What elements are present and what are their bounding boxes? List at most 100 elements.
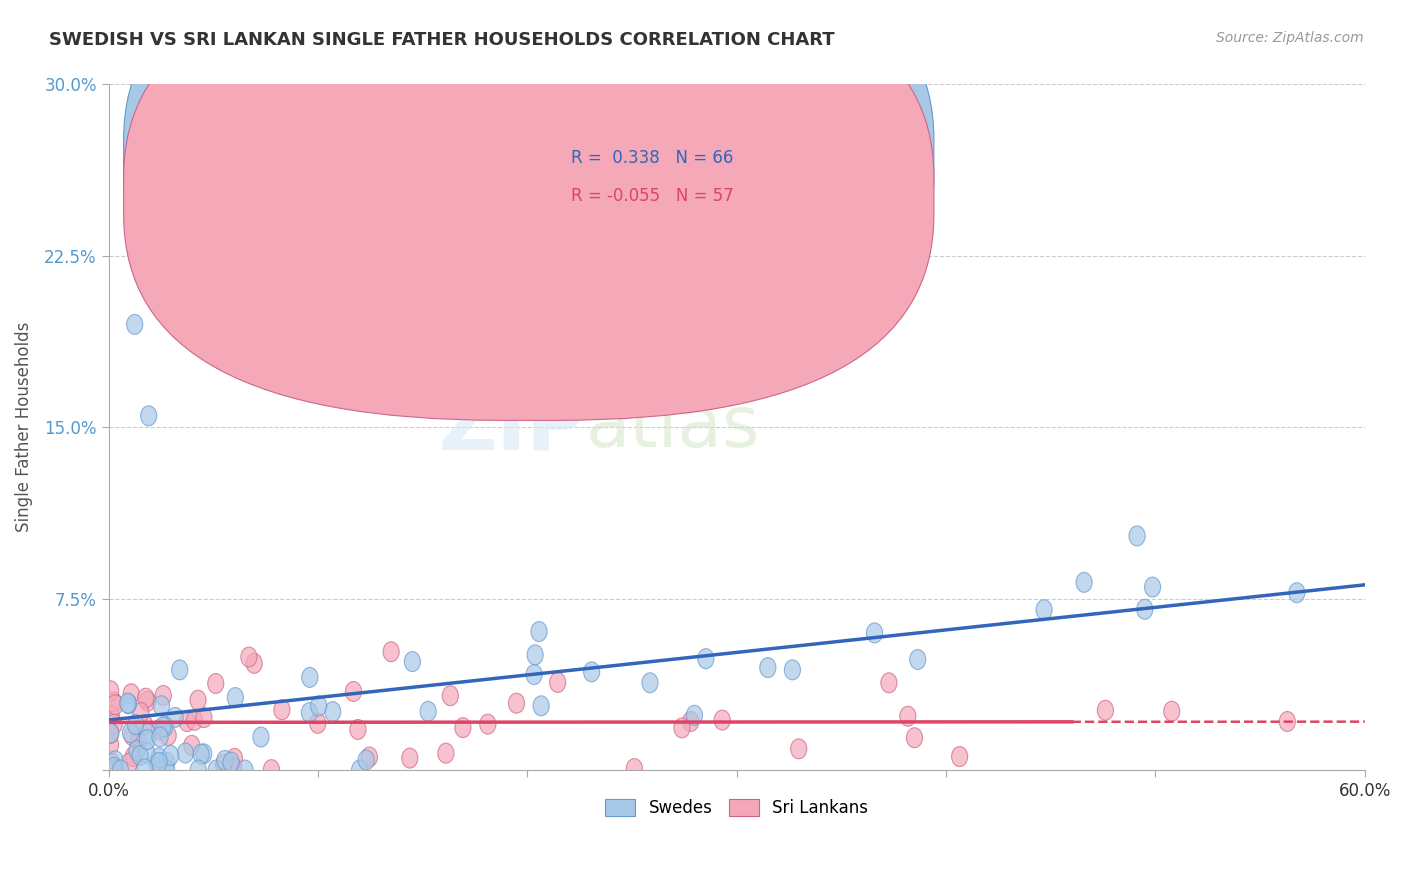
Text: R =  0.338   N = 66: R = 0.338 N = 66 <box>571 150 733 168</box>
Ellipse shape <box>103 706 120 725</box>
Ellipse shape <box>139 743 155 763</box>
Ellipse shape <box>193 744 209 764</box>
Ellipse shape <box>1289 582 1305 603</box>
Ellipse shape <box>208 673 224 693</box>
Ellipse shape <box>215 755 232 775</box>
Ellipse shape <box>302 667 318 688</box>
Ellipse shape <box>226 748 243 768</box>
Ellipse shape <box>163 746 179 765</box>
Ellipse shape <box>456 718 471 738</box>
Ellipse shape <box>139 723 156 744</box>
Ellipse shape <box>697 648 714 669</box>
Ellipse shape <box>405 651 420 672</box>
Ellipse shape <box>643 673 658 693</box>
Ellipse shape <box>626 758 643 779</box>
Ellipse shape <box>105 692 122 712</box>
Ellipse shape <box>352 760 368 780</box>
Ellipse shape <box>420 701 436 722</box>
Ellipse shape <box>138 689 153 708</box>
Ellipse shape <box>157 716 173 737</box>
Ellipse shape <box>136 714 152 734</box>
Ellipse shape <box>124 684 139 704</box>
Ellipse shape <box>166 109 181 128</box>
Ellipse shape <box>402 748 418 768</box>
Ellipse shape <box>527 645 543 665</box>
Ellipse shape <box>121 694 136 714</box>
Ellipse shape <box>149 754 165 773</box>
Ellipse shape <box>240 647 257 667</box>
Ellipse shape <box>253 727 269 747</box>
Ellipse shape <box>132 746 148 765</box>
Ellipse shape <box>129 740 145 760</box>
Ellipse shape <box>124 726 141 746</box>
Text: SWEDISH VS SRI LANKAN SINGLE FATHER HOUSEHOLDS CORRELATION CHART: SWEDISH VS SRI LANKAN SINGLE FATHER HOUS… <box>49 31 835 49</box>
Ellipse shape <box>1136 599 1153 619</box>
Ellipse shape <box>1279 712 1295 731</box>
Ellipse shape <box>907 728 922 747</box>
Ellipse shape <box>900 706 915 726</box>
Ellipse shape <box>155 717 172 737</box>
Ellipse shape <box>150 747 167 768</box>
Ellipse shape <box>910 649 925 670</box>
Ellipse shape <box>112 760 128 780</box>
FancyBboxPatch shape <box>485 146 837 235</box>
Ellipse shape <box>866 623 883 643</box>
Text: Source: ZipAtlas.com: Source: ZipAtlas.com <box>1216 31 1364 45</box>
Ellipse shape <box>179 712 195 731</box>
Ellipse shape <box>107 751 124 771</box>
Ellipse shape <box>382 641 399 662</box>
Ellipse shape <box>550 673 565 692</box>
Ellipse shape <box>131 731 146 751</box>
Ellipse shape <box>1076 573 1092 592</box>
Ellipse shape <box>187 710 202 731</box>
Ellipse shape <box>526 665 543 684</box>
Ellipse shape <box>1036 599 1052 620</box>
Ellipse shape <box>172 660 188 680</box>
Ellipse shape <box>785 660 800 680</box>
Ellipse shape <box>105 714 122 734</box>
Ellipse shape <box>195 744 212 764</box>
Ellipse shape <box>301 703 318 723</box>
Ellipse shape <box>311 696 326 716</box>
Ellipse shape <box>583 662 600 681</box>
Ellipse shape <box>274 699 290 720</box>
Ellipse shape <box>177 743 194 763</box>
Ellipse shape <box>155 685 172 706</box>
Ellipse shape <box>107 757 122 777</box>
Ellipse shape <box>122 723 139 743</box>
Ellipse shape <box>190 690 207 710</box>
FancyBboxPatch shape <box>124 0 934 420</box>
Ellipse shape <box>141 406 157 425</box>
Ellipse shape <box>103 681 118 701</box>
Ellipse shape <box>136 759 153 779</box>
Ellipse shape <box>952 747 967 766</box>
Y-axis label: Single Father Households: Single Father Households <box>15 322 32 533</box>
Ellipse shape <box>686 706 703 725</box>
Ellipse shape <box>346 681 361 701</box>
Ellipse shape <box>217 750 233 771</box>
Ellipse shape <box>190 760 207 780</box>
Ellipse shape <box>225 758 242 778</box>
Ellipse shape <box>159 753 174 772</box>
Ellipse shape <box>139 691 156 711</box>
Ellipse shape <box>309 714 326 733</box>
Ellipse shape <box>107 695 124 714</box>
Ellipse shape <box>714 710 730 730</box>
Ellipse shape <box>1144 577 1160 597</box>
Ellipse shape <box>263 760 280 780</box>
Ellipse shape <box>1129 526 1144 546</box>
Ellipse shape <box>1097 700 1114 720</box>
Ellipse shape <box>759 657 776 678</box>
Ellipse shape <box>152 727 169 747</box>
Ellipse shape <box>509 693 524 714</box>
Ellipse shape <box>531 622 547 641</box>
Ellipse shape <box>880 673 897 693</box>
Ellipse shape <box>107 760 122 780</box>
Ellipse shape <box>224 752 239 772</box>
Ellipse shape <box>150 752 167 772</box>
Ellipse shape <box>150 720 167 739</box>
Ellipse shape <box>236 760 253 780</box>
Ellipse shape <box>790 739 807 759</box>
Ellipse shape <box>350 720 366 739</box>
Ellipse shape <box>128 714 143 734</box>
